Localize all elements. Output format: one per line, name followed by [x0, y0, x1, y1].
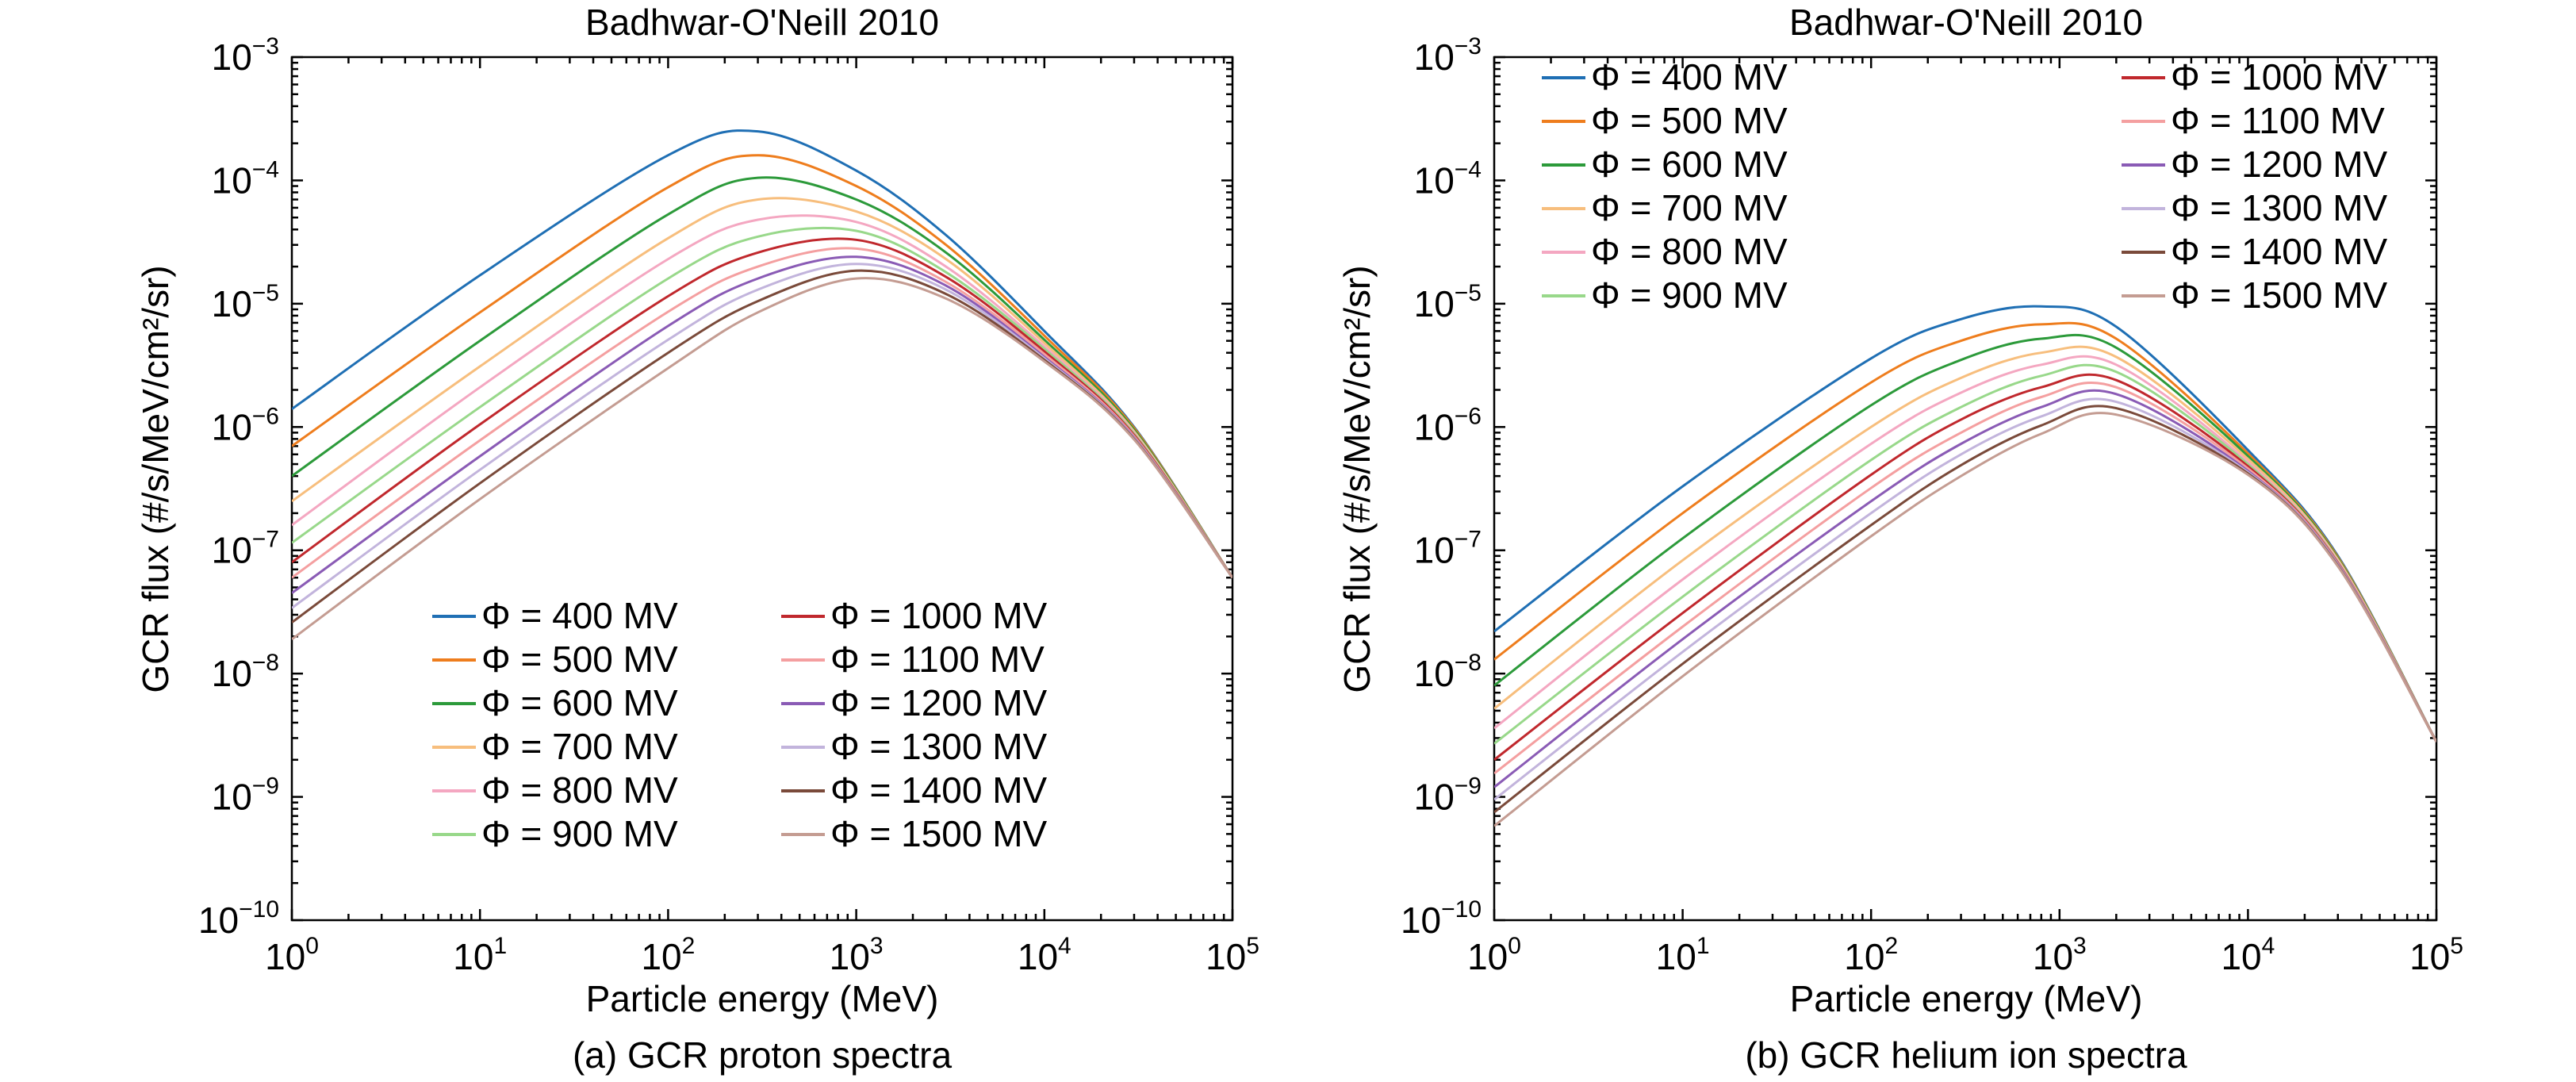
legend-label: Φ = 600 MV [1591, 144, 1788, 185]
series-line-2 [1494, 333, 2436, 742]
y-tick-label: 10−6 [212, 403, 279, 447]
series-group [292, 129, 1232, 641]
x-tick-label: 105 [2409, 933, 2463, 977]
series-line-6 [292, 237, 1232, 579]
x-tick-label: 103 [830, 933, 884, 977]
y-tick-label: 10−3 [212, 33, 279, 78]
legend-label: Φ = 1400 MV [2171, 231, 2388, 272]
y-tick-label: 10−7 [1414, 527, 1482, 571]
series-group [1494, 305, 2436, 827]
y-tick-label: 10−6 [1414, 403, 1482, 447]
y-tick-label: 10−8 [1414, 650, 1482, 694]
plot-area-frame [1493, 56, 2438, 922]
legend-label: Φ = 800 MV [1591, 231, 1788, 272]
series-line-5 [292, 226, 1232, 579]
y-tick-label: 10−4 [1414, 156, 1482, 201]
x-tick-label: 105 [1206, 933, 1259, 977]
x-axis-title-helium: Particle energy (MeV) [1790, 978, 2143, 1019]
legend-label: Φ = 700 MV [1591, 187, 1788, 228]
legend-label: Φ = 1200 MV [830, 682, 1048, 723]
legend-label: Φ = 400 MV [481, 595, 678, 636]
x-axis-title-proton: Particle energy (MeV) [586, 978, 939, 1019]
legend-label: Φ = 500 MV [481, 639, 678, 680]
series-line-9 [292, 263, 1232, 609]
series-line-9 [1494, 397, 2436, 801]
y-tick-label: 10−5 [212, 280, 279, 324]
x-tick-label: 103 [2033, 933, 2087, 977]
legend-label: Φ = 1100 MV [2171, 100, 2385, 141]
legend-label: Φ = 1200 MV [2171, 144, 2388, 185]
y-axis-title-helium: GCR flux (#/s/MeV/cm²/sr) [1336, 265, 1378, 693]
y-tick-label: 10−8 [212, 650, 279, 694]
legend-label: Φ = 1000 MV [2171, 56, 2388, 98]
y-tick-label: 10−10 [198, 896, 279, 941]
x-tick-label: 104 [2221, 933, 2275, 977]
caption-proton: (a) GCR proton spectra [573, 1034, 952, 1076]
legend-label: Φ = 1500 MV [2171, 274, 2388, 316]
chart-title-helium: Badhwar-O'Neill 2010 [1789, 2, 2143, 43]
legend-label: Φ = 1100 MV [830, 639, 1045, 680]
y-axis-title-proton: GCR flux (#/s/MeV/cm²/sr) [135, 265, 176, 693]
plot-area-frame [290, 56, 1234, 922]
series-line-11 [292, 277, 1232, 641]
y-tick-label: 10−9 [212, 773, 279, 818]
legend-label: Φ = 400 MV [1591, 56, 1788, 98]
legend-label: Φ = 500 MV [1591, 100, 1788, 141]
series-line-0 [292, 129, 1232, 579]
x-tick-label: 101 [453, 933, 507, 977]
y-tick-label: 10−5 [1414, 280, 1482, 324]
x-tick-label: 102 [1844, 933, 1898, 977]
panel-proton-spectra: Badhwar-O'Neill 2010 GCR flux (#/s/MeV/c… [135, 2, 1259, 1076]
legend-label: Φ = 700 MV [481, 726, 678, 767]
y-tick-label: 10−3 [1414, 33, 1482, 78]
caption-helium: (b) GCR helium ion spectra [1745, 1034, 2187, 1076]
x-tick-label: 100 [1467, 933, 1521, 977]
series-line-2 [292, 176, 1232, 579]
y-tick-label: 10−7 [212, 527, 279, 571]
legend-label: Φ = 1400 MV [830, 769, 1048, 811]
x-tick-label: 101 [1656, 933, 1710, 977]
legend-label: Φ = 900 MV [1591, 274, 1788, 316]
x-tick-label: 102 [641, 933, 695, 977]
legend-label: Φ = 900 MV [481, 813, 678, 854]
series-line-11 [1494, 412, 2436, 827]
series-line-10 [292, 269, 1232, 623]
series-line-10 [1494, 405, 2436, 814]
series-line-1 [1494, 321, 2436, 742]
legend-label: Φ = 1300 MV [830, 726, 1048, 767]
legend-label: Φ = 1000 MV [830, 595, 1048, 636]
series-line-8 [1494, 389, 2436, 788]
legend-label: Φ = 600 MV [481, 682, 678, 723]
x-tick-label: 104 [1018, 933, 1071, 977]
panel-helium-spectra: Badhwar-O'Neill 2010 GCR flux (#/s/MeV/c… [1336, 2, 2463, 1076]
x-tick-label: 100 [265, 933, 319, 977]
series-line-6 [1494, 373, 2436, 761]
legend-label: Φ = 1500 MV [830, 813, 1048, 854]
series-line-1 [292, 154, 1232, 579]
legend-label: Φ = 800 MV [481, 769, 678, 811]
legend-label: Φ = 1300 MV [2171, 187, 2388, 228]
series-line-7 [292, 247, 1232, 579]
y-tick-label: 10−10 [1401, 896, 1482, 941]
y-tick-label: 10−9 [1414, 773, 1482, 818]
chart-title-proton: Badhwar-O'Neill 2010 [585, 2, 939, 43]
y-tick-label: 10−4 [212, 156, 279, 201]
